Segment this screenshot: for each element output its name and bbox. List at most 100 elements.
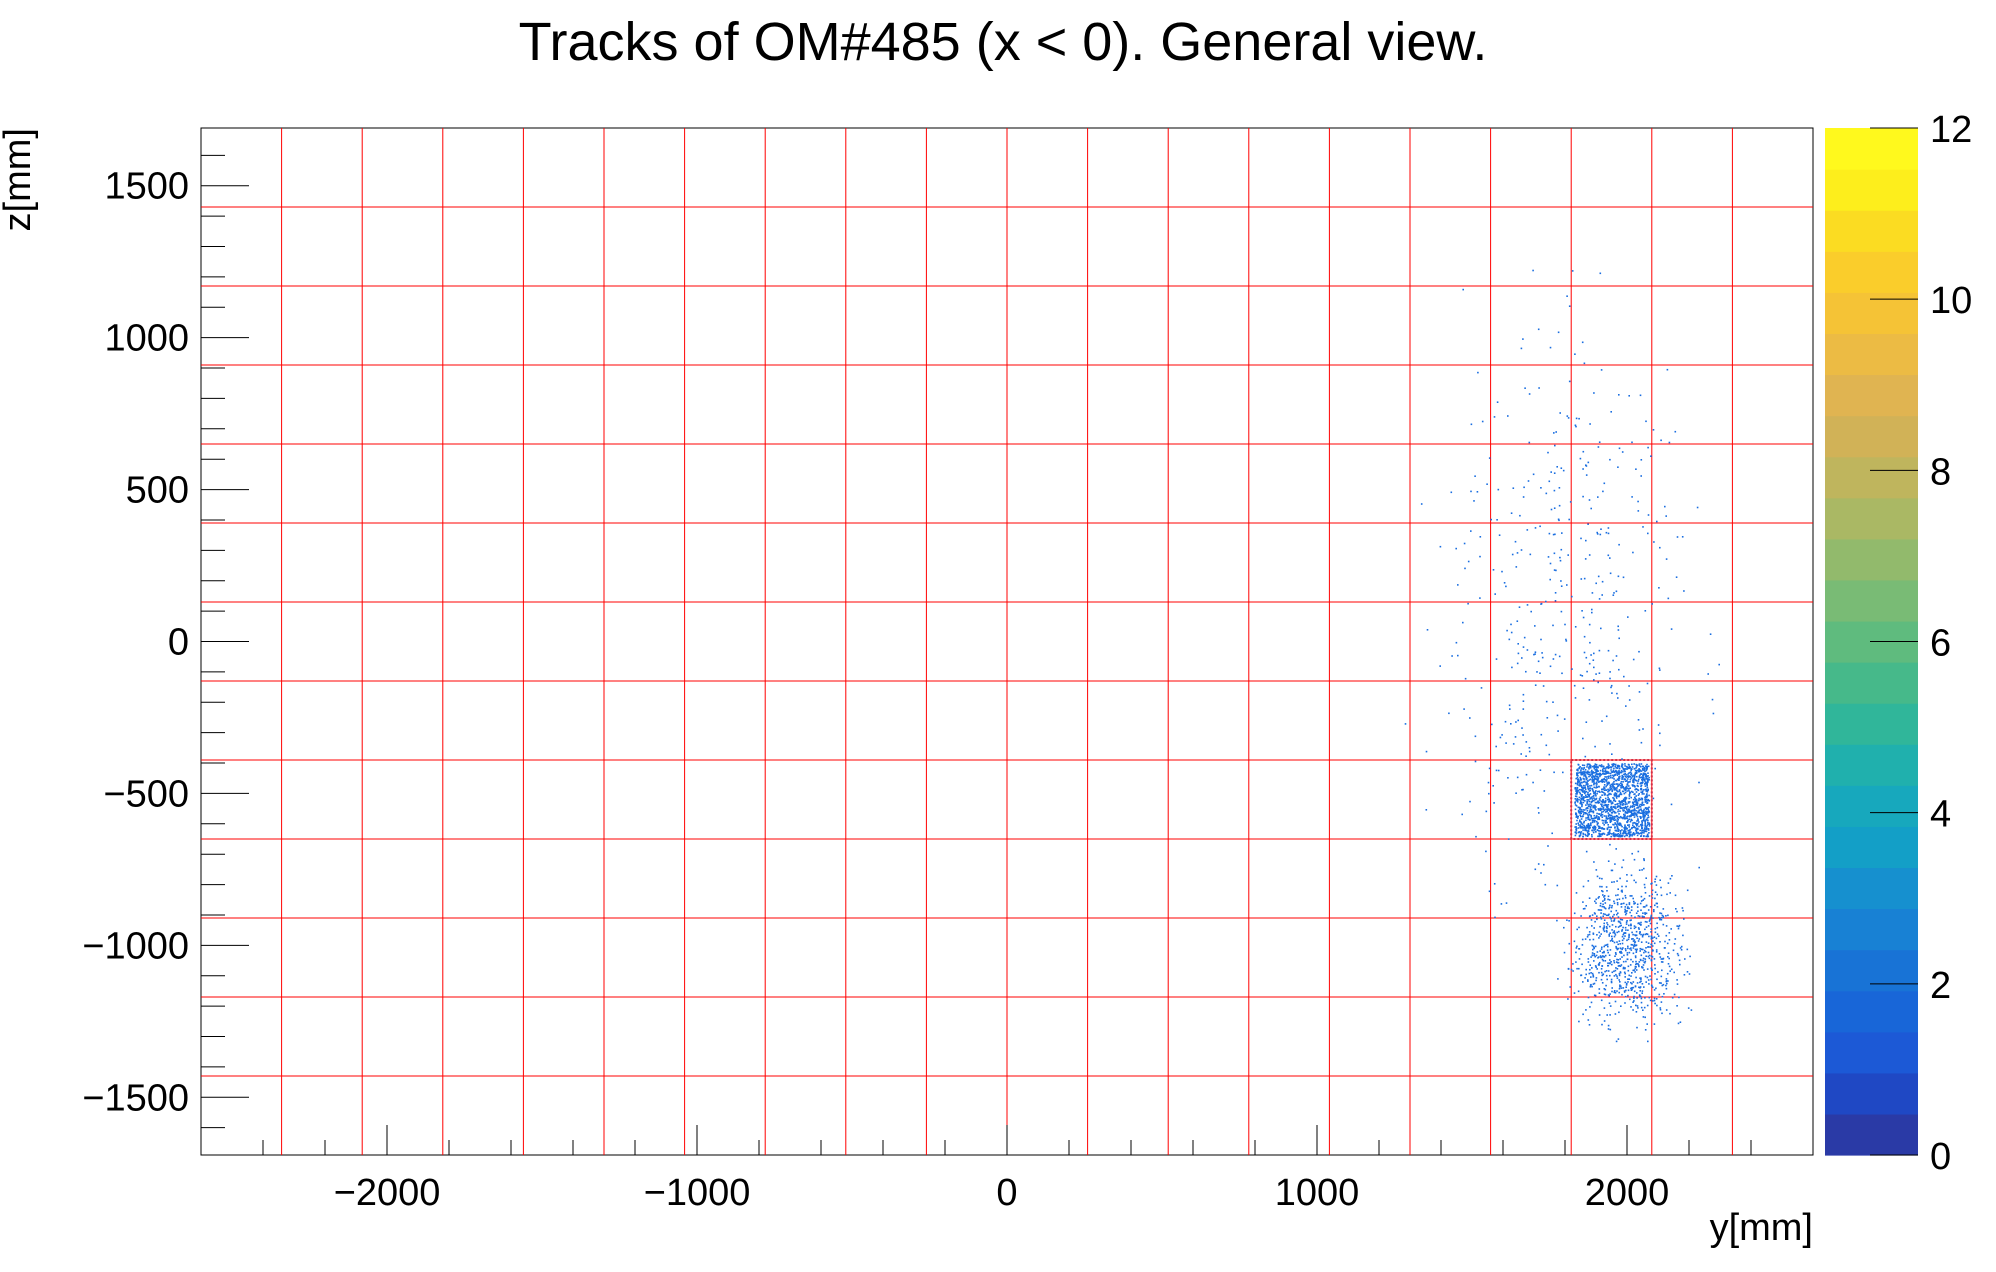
data-point — [1613, 780, 1615, 783]
data-point — [1624, 765, 1626, 767]
data-point — [1640, 909, 1642, 911]
data-point — [1607, 833, 1609, 836]
data-point — [1590, 804, 1593, 807]
data-point — [1653, 541, 1655, 543]
data-point — [1655, 998, 1658, 1000]
data-point — [1635, 791, 1638, 793]
data-point — [1626, 810, 1629, 812]
data-point — [1605, 929, 1608, 932]
data-point — [1609, 809, 1612, 811]
data-point — [1474, 760, 1477, 763]
data-point — [1591, 608, 1593, 611]
data-point — [1627, 829, 1629, 832]
data-point — [1673, 971, 1675, 974]
data-point — [1587, 814, 1589, 816]
data-point — [1617, 466, 1619, 468]
data-point — [1592, 831, 1595, 834]
data-point — [1640, 933, 1642, 936]
data-point — [1614, 765, 1616, 768]
data-point — [1680, 945, 1683, 948]
colorbar-segment — [1825, 1072, 1918, 1115]
data-point — [1619, 921, 1621, 923]
data-point — [1519, 514, 1521, 517]
data-point — [1605, 804, 1607, 806]
data-point — [1650, 978, 1652, 981]
data-point — [1581, 772, 1583, 775]
data-point — [1586, 772, 1588, 775]
data-point — [1616, 820, 1618, 823]
data-point — [1641, 768, 1644, 771]
data-point — [1632, 986, 1635, 989]
data-point — [1636, 824, 1638, 826]
data-point — [1628, 797, 1630, 800]
data-point — [1627, 802, 1630, 804]
data-point — [1595, 768, 1598, 771]
data-point — [1593, 797, 1595, 799]
data-point — [1549, 346, 1552, 349]
data-point — [1630, 777, 1632, 779]
data-point — [1493, 416, 1496, 418]
data-point — [1599, 807, 1601, 810]
data-point — [1576, 772, 1578, 774]
data-point — [1588, 915, 1591, 918]
data-point — [1576, 769, 1578, 771]
data-point — [1662, 916, 1664, 919]
data-point — [1593, 795, 1595, 797]
data-point — [1628, 826, 1630, 828]
data-point — [1632, 897, 1634, 900]
data-point — [1642, 728, 1644, 730]
data-point — [1644, 822, 1646, 824]
data-point — [1545, 492, 1548, 495]
data-point — [1592, 799, 1594, 802]
data-point — [1672, 949, 1675, 952]
data-point — [1631, 938, 1633, 940]
data-point — [1596, 915, 1598, 917]
data-point — [1634, 955, 1637, 957]
data-point — [1617, 912, 1619, 914]
data-point — [1655, 902, 1658, 905]
data-point — [1624, 791, 1627, 794]
data-point — [1455, 641, 1458, 644]
data-point — [1576, 819, 1578, 822]
data-point — [1616, 817, 1619, 820]
data-point — [1636, 992, 1638, 994]
data-point — [1614, 955, 1616, 957]
data-point — [1607, 945, 1609, 948]
data-point — [1624, 812, 1627, 814]
colorbar-segment — [1825, 333, 1918, 376]
data-point — [1652, 940, 1654, 942]
data-point — [1576, 793, 1578, 795]
data-point — [1614, 991, 1617, 994]
data-point — [1661, 984, 1664, 987]
data-point — [1597, 808, 1600, 810]
data-point — [1607, 766, 1610, 769]
data-point — [1626, 952, 1629, 954]
data-point — [1630, 769, 1632, 772]
data-point — [1566, 919, 1568, 921]
data-point — [1615, 770, 1618, 773]
data-point — [1659, 956, 1662, 958]
data-point — [1647, 925, 1650, 927]
axes: −2000 −1000 0 1000 2000150010005000−500−1000… — [82, 154, 1752, 1214]
data-point — [1605, 815, 1607, 817]
data-point — [1552, 658, 1555, 660]
data-point — [1600, 803, 1602, 805]
data-point — [1588, 933, 1591, 936]
data-point — [1640, 824, 1643, 827]
data-point — [1642, 773, 1645, 775]
data-point — [1670, 803, 1673, 806]
data-point — [1624, 807, 1626, 810]
data-point — [1612, 832, 1615, 834]
data-point — [1627, 906, 1629, 908]
data-point — [1622, 776, 1625, 778]
data-point — [1660, 912, 1663, 915]
data-point — [1640, 948, 1643, 951]
data-point — [1610, 812, 1613, 814]
data-point — [1602, 890, 1604, 893]
data-point — [1553, 771, 1555, 774]
data-point — [1601, 780, 1604, 782]
data-point — [1698, 781, 1700, 784]
data-point — [1635, 788, 1638, 790]
data-point — [1632, 551, 1634, 554]
data-point — [1613, 930, 1616, 932]
